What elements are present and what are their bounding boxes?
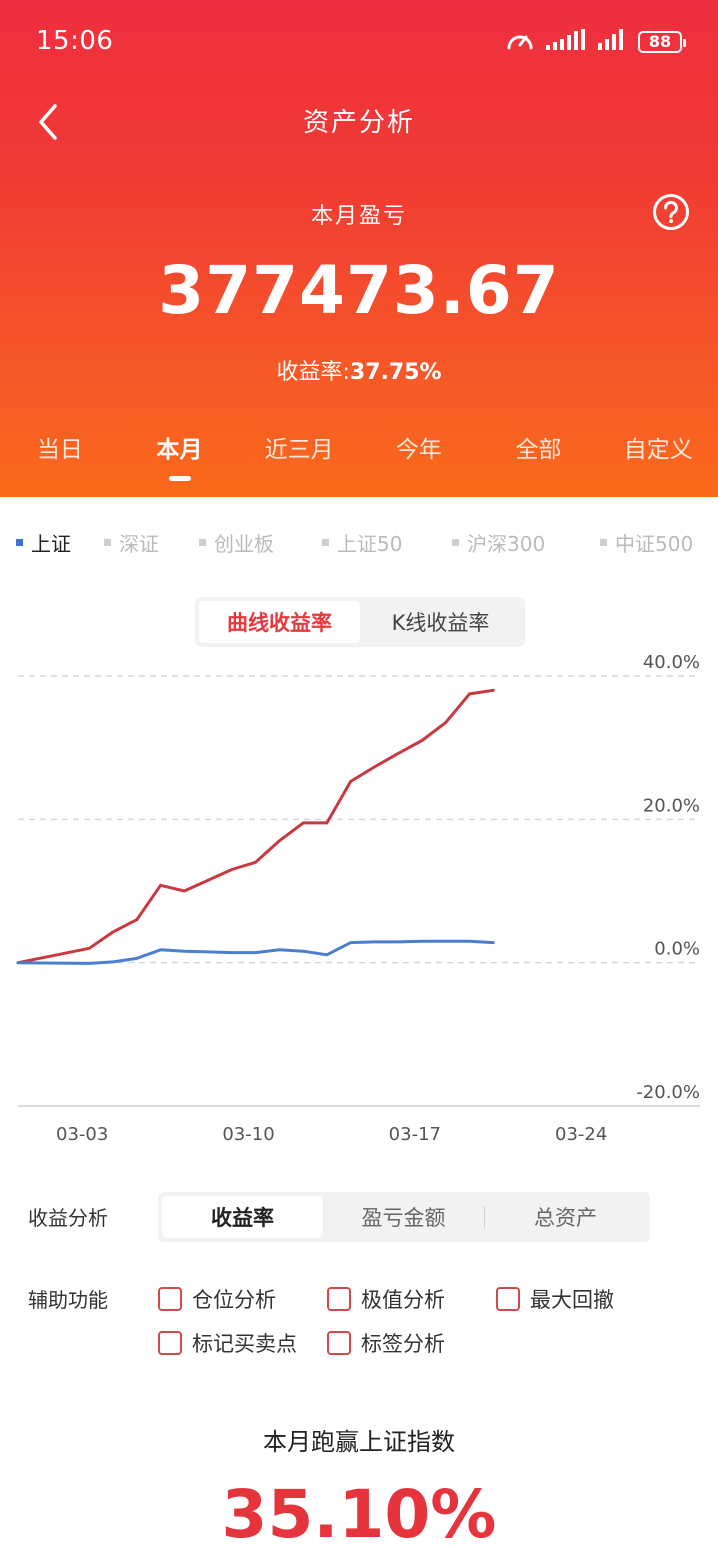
checkbox[interactable] [158, 1287, 182, 1311]
x-tick-label: 03-17 [389, 1124, 441, 1145]
help-button[interactable] [652, 193, 690, 231]
checkbox[interactable] [496, 1287, 520, 1311]
return-rate-value: 37.75% [349, 360, 442, 385]
y-tick-label: 40.0% [643, 652, 700, 673]
tab-today[interactable]: 当日 [36, 437, 83, 463]
aux-extreme-analysis[interactable]: 极值分析 [327, 1284, 445, 1314]
kline-return-option[interactable]: K线收益率 [391, 611, 490, 635]
page-title: 资产分析 [302, 108, 415, 138]
analysis-option-total-assets[interactable]: 总资产 [534, 1206, 597, 1230]
checkbox-label: 标记买卖点 [192, 1332, 297, 1356]
return-analysis-row: 收益分析 收益率 盈亏金额 总资产 [0, 1190, 718, 1246]
portfolio-return-line [16, 688, 495, 965]
legend-marker [16, 539, 23, 546]
chart-type-toggle: 曲线收益率 K线收益率 [195, 597, 525, 647]
aux-mark-trades[interactable]: 标记买卖点 [158, 1328, 297, 1358]
checkbox-label: 仓位分析 [192, 1288, 276, 1312]
return-analysis-label: 收益分析 [28, 1206, 108, 1230]
segment-divider [484, 1206, 485, 1228]
y-tick-label: 0.0% [654, 939, 700, 960]
index-label: 中证500 [615, 532, 694, 556]
aux-tag-analysis[interactable]: 标签分析 [327, 1328, 445, 1358]
checkbox-label: 最大回撤 [530, 1288, 614, 1312]
index-label: 创业板 [214, 532, 274, 556]
x-tick-label: 03-03 [56, 1124, 108, 1145]
index-csi300[interactable]: 沪深300 [452, 528, 545, 557]
beat-index-title: 本月跑赢上证指数 [263, 1428, 455, 1456]
header: 15:06 [0, 0, 718, 497]
index-csi500[interactable]: 中证500 [600, 528, 693, 557]
aux-max-drawdown[interactable]: 最大回撤 [496, 1284, 614, 1314]
checkbox-label: 标签分析 [361, 1332, 445, 1356]
tab-this-month[interactable]: 本月 [120, 430, 240, 490]
status-time: 15:06 [36, 26, 114, 56]
index-label: 深证 [119, 532, 159, 556]
index-sse50[interactable]: 上证50 [322, 528, 402, 557]
tab-three-months[interactable]: 近三月 [264, 437, 334, 463]
aux-functions-label: 辅助功能 [28, 1288, 108, 1312]
checkbox[interactable] [327, 1331, 351, 1355]
index-chinext[interactable]: 创业板 [199, 528, 274, 557]
analysis-option-rate[interactable]: 收益率 [162, 1196, 323, 1238]
legend-marker [600, 539, 607, 546]
index-shenzhen[interactable]: 深证 [104, 528, 159, 557]
y-tick-label: -20.0% [636, 1082, 700, 1103]
curve-return-option[interactable]: 曲线收益率 [199, 601, 360, 643]
beat-index-value: 35.10% [221, 1476, 497, 1550]
checkbox[interactable] [158, 1331, 182, 1355]
return-rate-label: 收益率: [276, 360, 350, 385]
status-bar: 15:06 [0, 0, 718, 84]
aux-position-analysis[interactable]: 仓位分析 [158, 1284, 276, 1314]
monthly-pl-value: 377473.67 [158, 252, 560, 329]
analysis-segment: 收益率 盈亏金额 总资产 [158, 1192, 650, 1242]
speed-icon [506, 28, 534, 56]
legend-marker [199, 539, 206, 546]
index-selector: 上证 深证 创业板 上证50 沪深300 中证500 [0, 528, 718, 558]
index-label: 沪深300 [467, 532, 546, 556]
tab-all[interactable]: 全部 [515, 437, 562, 463]
y-tick-label: 20.0% [643, 795, 700, 816]
signal-icon-2 [598, 29, 626, 55]
return-rate: 收益率:37.75% [0, 354, 718, 386]
back-button[interactable] [28, 100, 68, 144]
tab-custom[interactable]: 自定义 [623, 437, 693, 463]
chevron-left-icon [39, 104, 57, 140]
monthly-pl-label: 本月盈亏 [310, 204, 407, 229]
checkbox[interactable] [327, 1287, 351, 1311]
return-chart: 40.0% 20.0% 0.0% -20.0% 03-03 03-10 03-17 03-24 [16, 652, 700, 1145]
analysis-option-amount[interactable]: 盈亏金额 [361, 1206, 446, 1230]
index-return-line [16, 939, 495, 965]
x-tick-label: 03-10 [222, 1124, 274, 1145]
checkbox-label: 极值分析 [361, 1288, 445, 1312]
legend-marker [452, 539, 459, 546]
x-tick-label: 03-24 [555, 1124, 607, 1145]
period-tabs: 当日 本月 近三月 今年 全部 自定义 [0, 430, 718, 490]
index-label: 上证50 [337, 532, 403, 556]
signal-icon [546, 29, 586, 55]
legend-marker [322, 539, 329, 546]
legend-marker [104, 539, 111, 546]
index-shanghai[interactable]: 上证 [16, 528, 71, 557]
tab-this-year[interactable]: 今年 [395, 437, 442, 463]
status-icons: 88 [506, 26, 686, 58]
index-label: 上证 [31, 532, 71, 556]
question-circle-icon [653, 194, 689, 230]
battery-icon: 88 [638, 31, 686, 53]
